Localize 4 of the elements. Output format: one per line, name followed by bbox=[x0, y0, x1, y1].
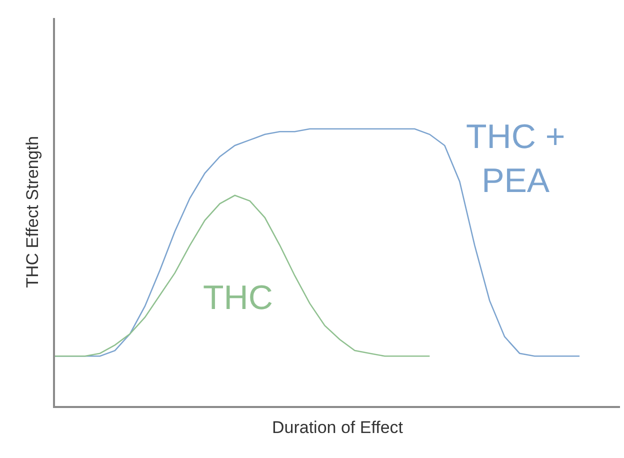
x-axis-title: Duration of Effect bbox=[272, 418, 404, 437]
series-label: THC + PEA bbox=[466, 118, 566, 200]
y-axis-title: THC Effect Strength bbox=[23, 136, 42, 288]
series-label: THC bbox=[203, 279, 273, 317]
